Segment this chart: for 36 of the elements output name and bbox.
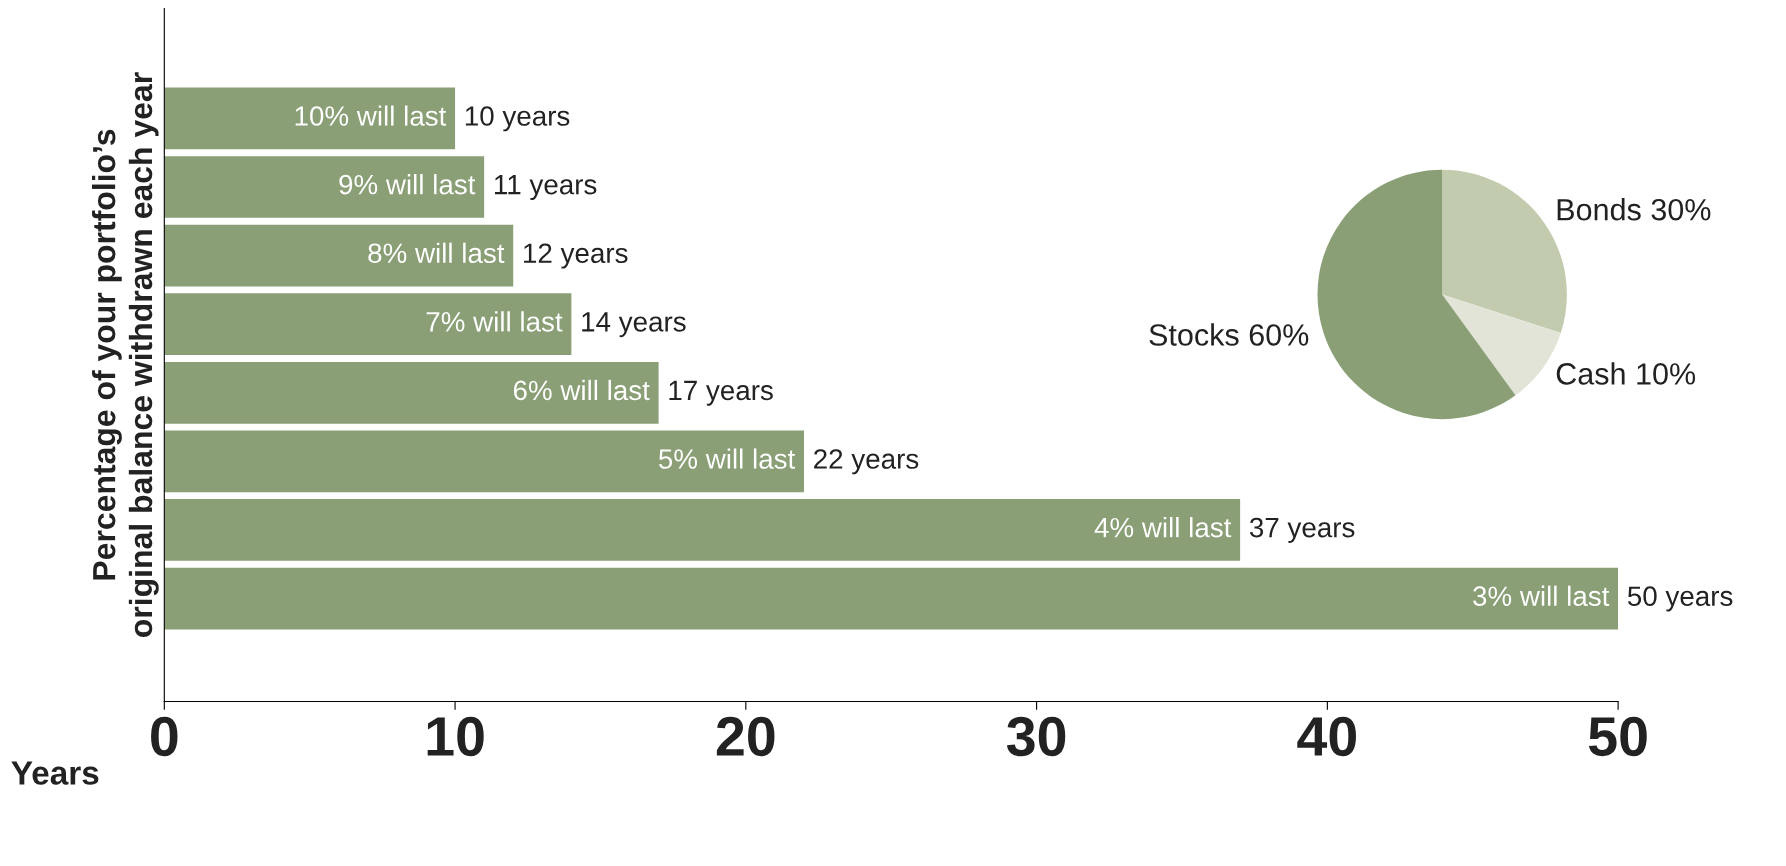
x-tick-label: 0: [151, 716, 178, 757]
data-label: 37 years: [1249, 517, 1355, 543]
y-tick-label: 6% will last: [513, 379, 650, 401]
bar: [164, 156, 485, 218]
bar: [164, 293, 572, 356]
y-tick-label: 10% will last: [295, 105, 447, 126]
data-label: 17 years: [669, 380, 773, 406]
x-tick-label: 30: [1006, 716, 1066, 757]
slice-label: Bonds 30%: [1557, 198, 1711, 221]
y-tick-label: 4% will last: [1094, 517, 1232, 538]
bar: [164, 361, 659, 424]
data-label: 14 years: [582, 312, 686, 338]
data-label: 11 years: [494, 175, 597, 200]
data-label: 50 years: [1627, 586, 1733, 612]
bar: [164, 87, 456, 150]
data-label: 22 years: [814, 449, 919, 475]
slice-label: Stocks 60%: [1149, 323, 1309, 346]
x-tick-label: 40: [1297, 716, 1356, 757]
bar: [164, 499, 1241, 561]
data-label: 10 years: [465, 106, 570, 132]
y-axis-title: Percentage of your portfolio’s original balance withdrawn each year: [91, 72, 159, 637]
slice-label: Cash 10%: [1556, 362, 1696, 385]
y-tick-label: 8% will last: [368, 242, 505, 264]
y-tick-label: 9% will last: [339, 174, 476, 195]
y-tick-label: 5% will last: [658, 448, 796, 469]
x-tick-label: 50: [1588, 716, 1647, 757]
pie-slice: [1317, 169, 1516, 420]
x-tick-label: 10: [427, 716, 484, 757]
x-axis-title: Years: [11, 761, 99, 785]
x-tick-label: 20: [716, 716, 775, 757]
y-tick-label: 7% will last: [426, 311, 563, 332]
bar: [164, 567, 1619, 630]
bar: [164, 224, 514, 287]
bar: [164, 430, 804, 493]
y-tick-label: 3% will last: [1473, 585, 1610, 607]
data-label: 12 years: [524, 243, 628, 269]
